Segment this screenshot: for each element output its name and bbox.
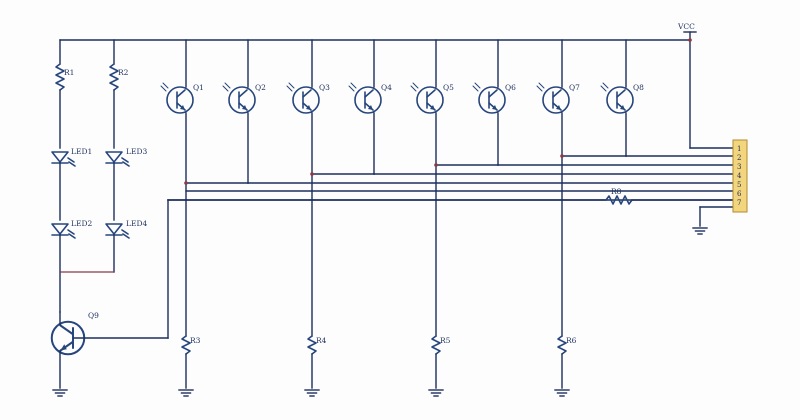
connector-pin-5: 5 (737, 181, 741, 189)
connector-pin-3: 3 (737, 163, 741, 171)
signal-bus (184, 154, 737, 192)
transistor-q4 (348, 39, 382, 175)
q3-label: Q3 (319, 83, 330, 92)
transistor-q5 (410, 39, 444, 397)
vcc-label: VCC (677, 22, 695, 31)
transistor-row (160, 39, 634, 397)
resistor-r1 (55, 63, 65, 91)
connector-pin-2: 2 (737, 154, 741, 162)
led-column-right (60, 39, 130, 273)
r1-label: R1 (64, 68, 74, 77)
connector-pin-7: 7 (737, 199, 741, 207)
q9-label: Q9 (88, 311, 99, 320)
q1-label: Q1 (193, 83, 204, 92)
led2-label: LED2 (71, 219, 92, 228)
r2-label: R2 (118, 68, 129, 77)
transistor-q2 (222, 39, 256, 184)
led3-symbol (105, 151, 130, 167)
q7-label: Q7 (569, 83, 580, 92)
r8-branch (167, 195, 737, 235)
led1-label: LED1 (71, 147, 92, 156)
led3-label: LED3 (126, 147, 147, 156)
r4-label: R4 (316, 336, 327, 345)
r6-label: R6 (566, 336, 577, 345)
led-column-left (51, 39, 76, 313)
connector-pin-4: 4 (737, 172, 742, 180)
resistor-r2 (109, 63, 119, 91)
connector-pin-1: 1 (737, 145, 741, 153)
resistor-r8 (605, 195, 633, 205)
q6-label: Q6 (505, 83, 516, 92)
led4-label: LED4 (126, 219, 147, 228)
r5-label: R5 (440, 336, 451, 345)
q4-label: Q4 (381, 83, 392, 92)
q5-label: Q5 (443, 83, 454, 92)
transistor-q1 (160, 39, 194, 397)
led2-symbol (51, 223, 76, 239)
resistor-r5 (431, 335, 441, 355)
transistor-q8 (600, 39, 634, 157)
transistor-q3 (286, 39, 320, 397)
resistor-r4 (307, 335, 317, 355)
transistor-q6 (472, 39, 506, 166)
q8-label: Q8 (633, 83, 644, 92)
r3-label: R3 (190, 336, 201, 345)
resistor-r6 (557, 335, 567, 355)
connector-header: 1 2 3 4 5 6 7 (732, 139, 748, 213)
transistor-q7 (536, 39, 570, 397)
connector-pin-6: 6 (737, 190, 742, 198)
r8-label: R8 (611, 187, 622, 196)
q2-label: Q2 (255, 83, 266, 92)
vcc-rail (59, 31, 737, 149)
resistor-r3 (181, 335, 191, 355)
